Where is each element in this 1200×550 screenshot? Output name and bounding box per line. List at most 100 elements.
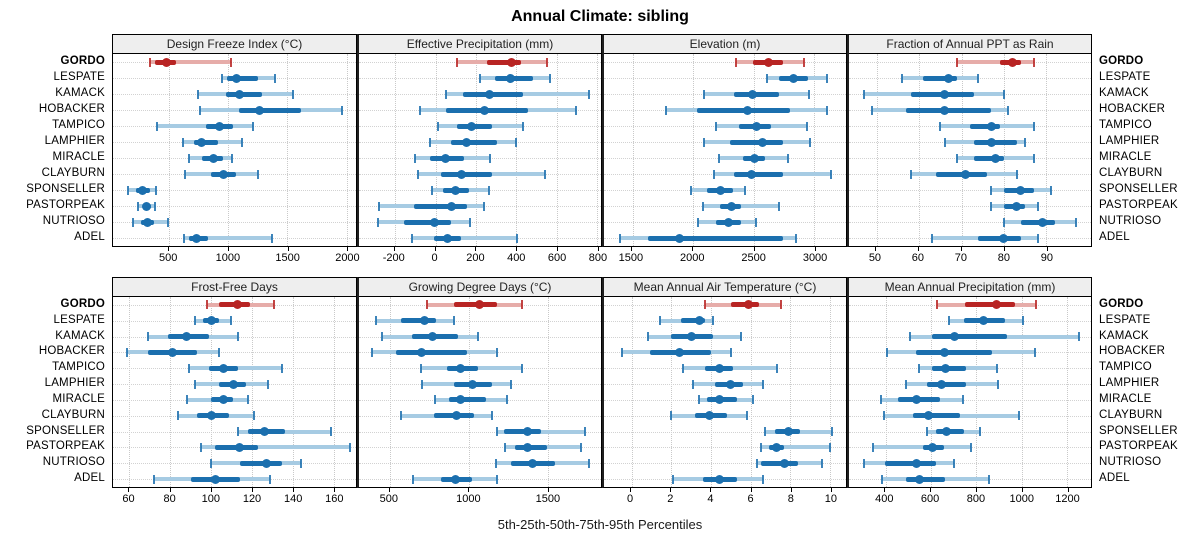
- median-dot: [744, 300, 754, 310]
- whisker-cap: [1018, 411, 1021, 421]
- row-gridline: [849, 206, 1091, 207]
- whisker-cap: [455, 57, 458, 67]
- whisker-cap: [516, 233, 519, 243]
- vertical-gridline: [547, 297, 549, 487]
- x-tick-label: 90: [1040, 252, 1053, 264]
- whisker-cap: [579, 442, 582, 452]
- iqr-bar-25-75: [906, 476, 945, 482]
- iqr-bar-25-75: [487, 59, 522, 65]
- median-dot: [467, 121, 477, 131]
- panel-plot-area: [113, 297, 356, 487]
- whisker-cap: [978, 427, 981, 437]
- median-dot: [451, 185, 461, 195]
- vertical-gridline: [790, 297, 792, 487]
- panels-line: Design Freeze Index (°C) 500 1000 1500 2000 E…: [112, 34, 1092, 267]
- whisker-cap: [697, 217, 699, 227]
- panel-header: Mean Annual Precipitation (mm): [849, 278, 1091, 297]
- x-tick-label: 100: [201, 493, 220, 505]
- whisker-cap: [1078, 332, 1081, 342]
- median-dot: [218, 395, 228, 405]
- x-tick-mark: [960, 247, 962, 251]
- median-dot: [232, 73, 242, 83]
- site-label: PASTORPEAK: [26, 440, 105, 453]
- vertical-gridline: [556, 54, 558, 246]
- whisker-cap: [809, 137, 812, 147]
- median-dot: [978, 316, 988, 326]
- whisker-cap: [829, 442, 832, 452]
- whisker-cap: [231, 153, 234, 163]
- median-dot: [924, 411, 934, 421]
- median-dot: [167, 347, 177, 357]
- whisker-cap: [670, 411, 673, 421]
- vertical-gridline: [1021, 297, 1023, 487]
- median-dot: [752, 121, 762, 131]
- whisker-cap: [430, 185, 433, 195]
- whisker-cap: [229, 57, 232, 67]
- x-tick-mark: [750, 488, 752, 492]
- median-dot: [986, 121, 996, 131]
- vertical-gridline: [435, 54, 437, 246]
- site-label: GORDO: [1099, 297, 1144, 310]
- median-dot: [479, 105, 489, 115]
- whisker-cap: [588, 458, 591, 468]
- x-tick-label: 8: [787, 493, 794, 505]
- median-dot: [694, 316, 704, 326]
- site-labels-left: GORDO LESPATE KAMACK HOBACKER TAMPICO LAMPHIE…: [0, 277, 112, 486]
- median-dot: [143, 217, 153, 227]
- whisker-cap: [779, 300, 782, 310]
- whisker-cap: [698, 395, 701, 405]
- whisker-band-5-95: [184, 236, 273, 240]
- x-tick-mark: [252, 488, 253, 492]
- panel-plot-area: [113, 54, 356, 246]
- whisker-cap: [990, 201, 993, 211]
- median-dot: [704, 411, 714, 421]
- whisker-cap: [184, 169, 187, 179]
- row-gridline: [359, 222, 601, 223]
- x-tick-mark: [1067, 488, 1069, 492]
- whisker-cap: [692, 379, 695, 389]
- vertical-gridline: [885, 297, 887, 487]
- trellis-row: GORDO LESPATE KAMACK HOBACKER TAMPICO LAMPHIE…: [0, 277, 1200, 508]
- iqr-bar-25-75: [194, 139, 218, 145]
- whisker-cap: [274, 73, 277, 83]
- row-gridline: [604, 320, 846, 322]
- whisker-cap: [718, 153, 721, 163]
- x-tick-mark: [753, 247, 755, 251]
- panel: Effective Precipitation (mm): [357, 34, 602, 247]
- median-dot: [484, 89, 494, 99]
- median-dot: [522, 442, 532, 452]
- median-dot: [1016, 185, 1026, 195]
- vertical-gridline: [632, 54, 634, 246]
- row-gridline: [113, 431, 356, 433]
- vertical-gridline: [395, 54, 397, 246]
- whisker-cap: [495, 347, 498, 357]
- panel: Frost-Free Days: [112, 277, 357, 488]
- row-gridline: [359, 320, 601, 322]
- median-dot: [915, 474, 925, 484]
- whisker-cap: [701, 201, 704, 211]
- median-dot: [783, 427, 793, 437]
- whisker-band-5-95: [702, 204, 780, 208]
- whisker-cap: [956, 153, 959, 163]
- row-gridline: [604, 447, 846, 449]
- median-dot: [210, 474, 220, 484]
- x-tick-label: 0: [627, 493, 634, 505]
- median-dot: [772, 442, 782, 452]
- vertical-gridline: [1066, 297, 1068, 487]
- whisker-cap: [428, 137, 431, 147]
- whisker-cap: [969, 442, 972, 452]
- whisker-cap: [126, 185, 129, 195]
- median-dot: [686, 332, 696, 342]
- x-tick-mark: [815, 247, 817, 251]
- x-tick-label: 400: [507, 252, 526, 264]
- row-gridline: [604, 78, 846, 79]
- panel-plot-area: [359, 54, 601, 246]
- x-tick-label: 1500: [618, 252, 644, 264]
- median-dot: [714, 474, 724, 484]
- whisker-cap: [269, 474, 272, 484]
- median-dot: [961, 169, 971, 179]
- whisker-cap: [520, 363, 523, 373]
- iqr-bar-25-75: [681, 318, 706, 324]
- iqr-bar-25-75: [239, 107, 301, 113]
- median-dot: [942, 427, 952, 437]
